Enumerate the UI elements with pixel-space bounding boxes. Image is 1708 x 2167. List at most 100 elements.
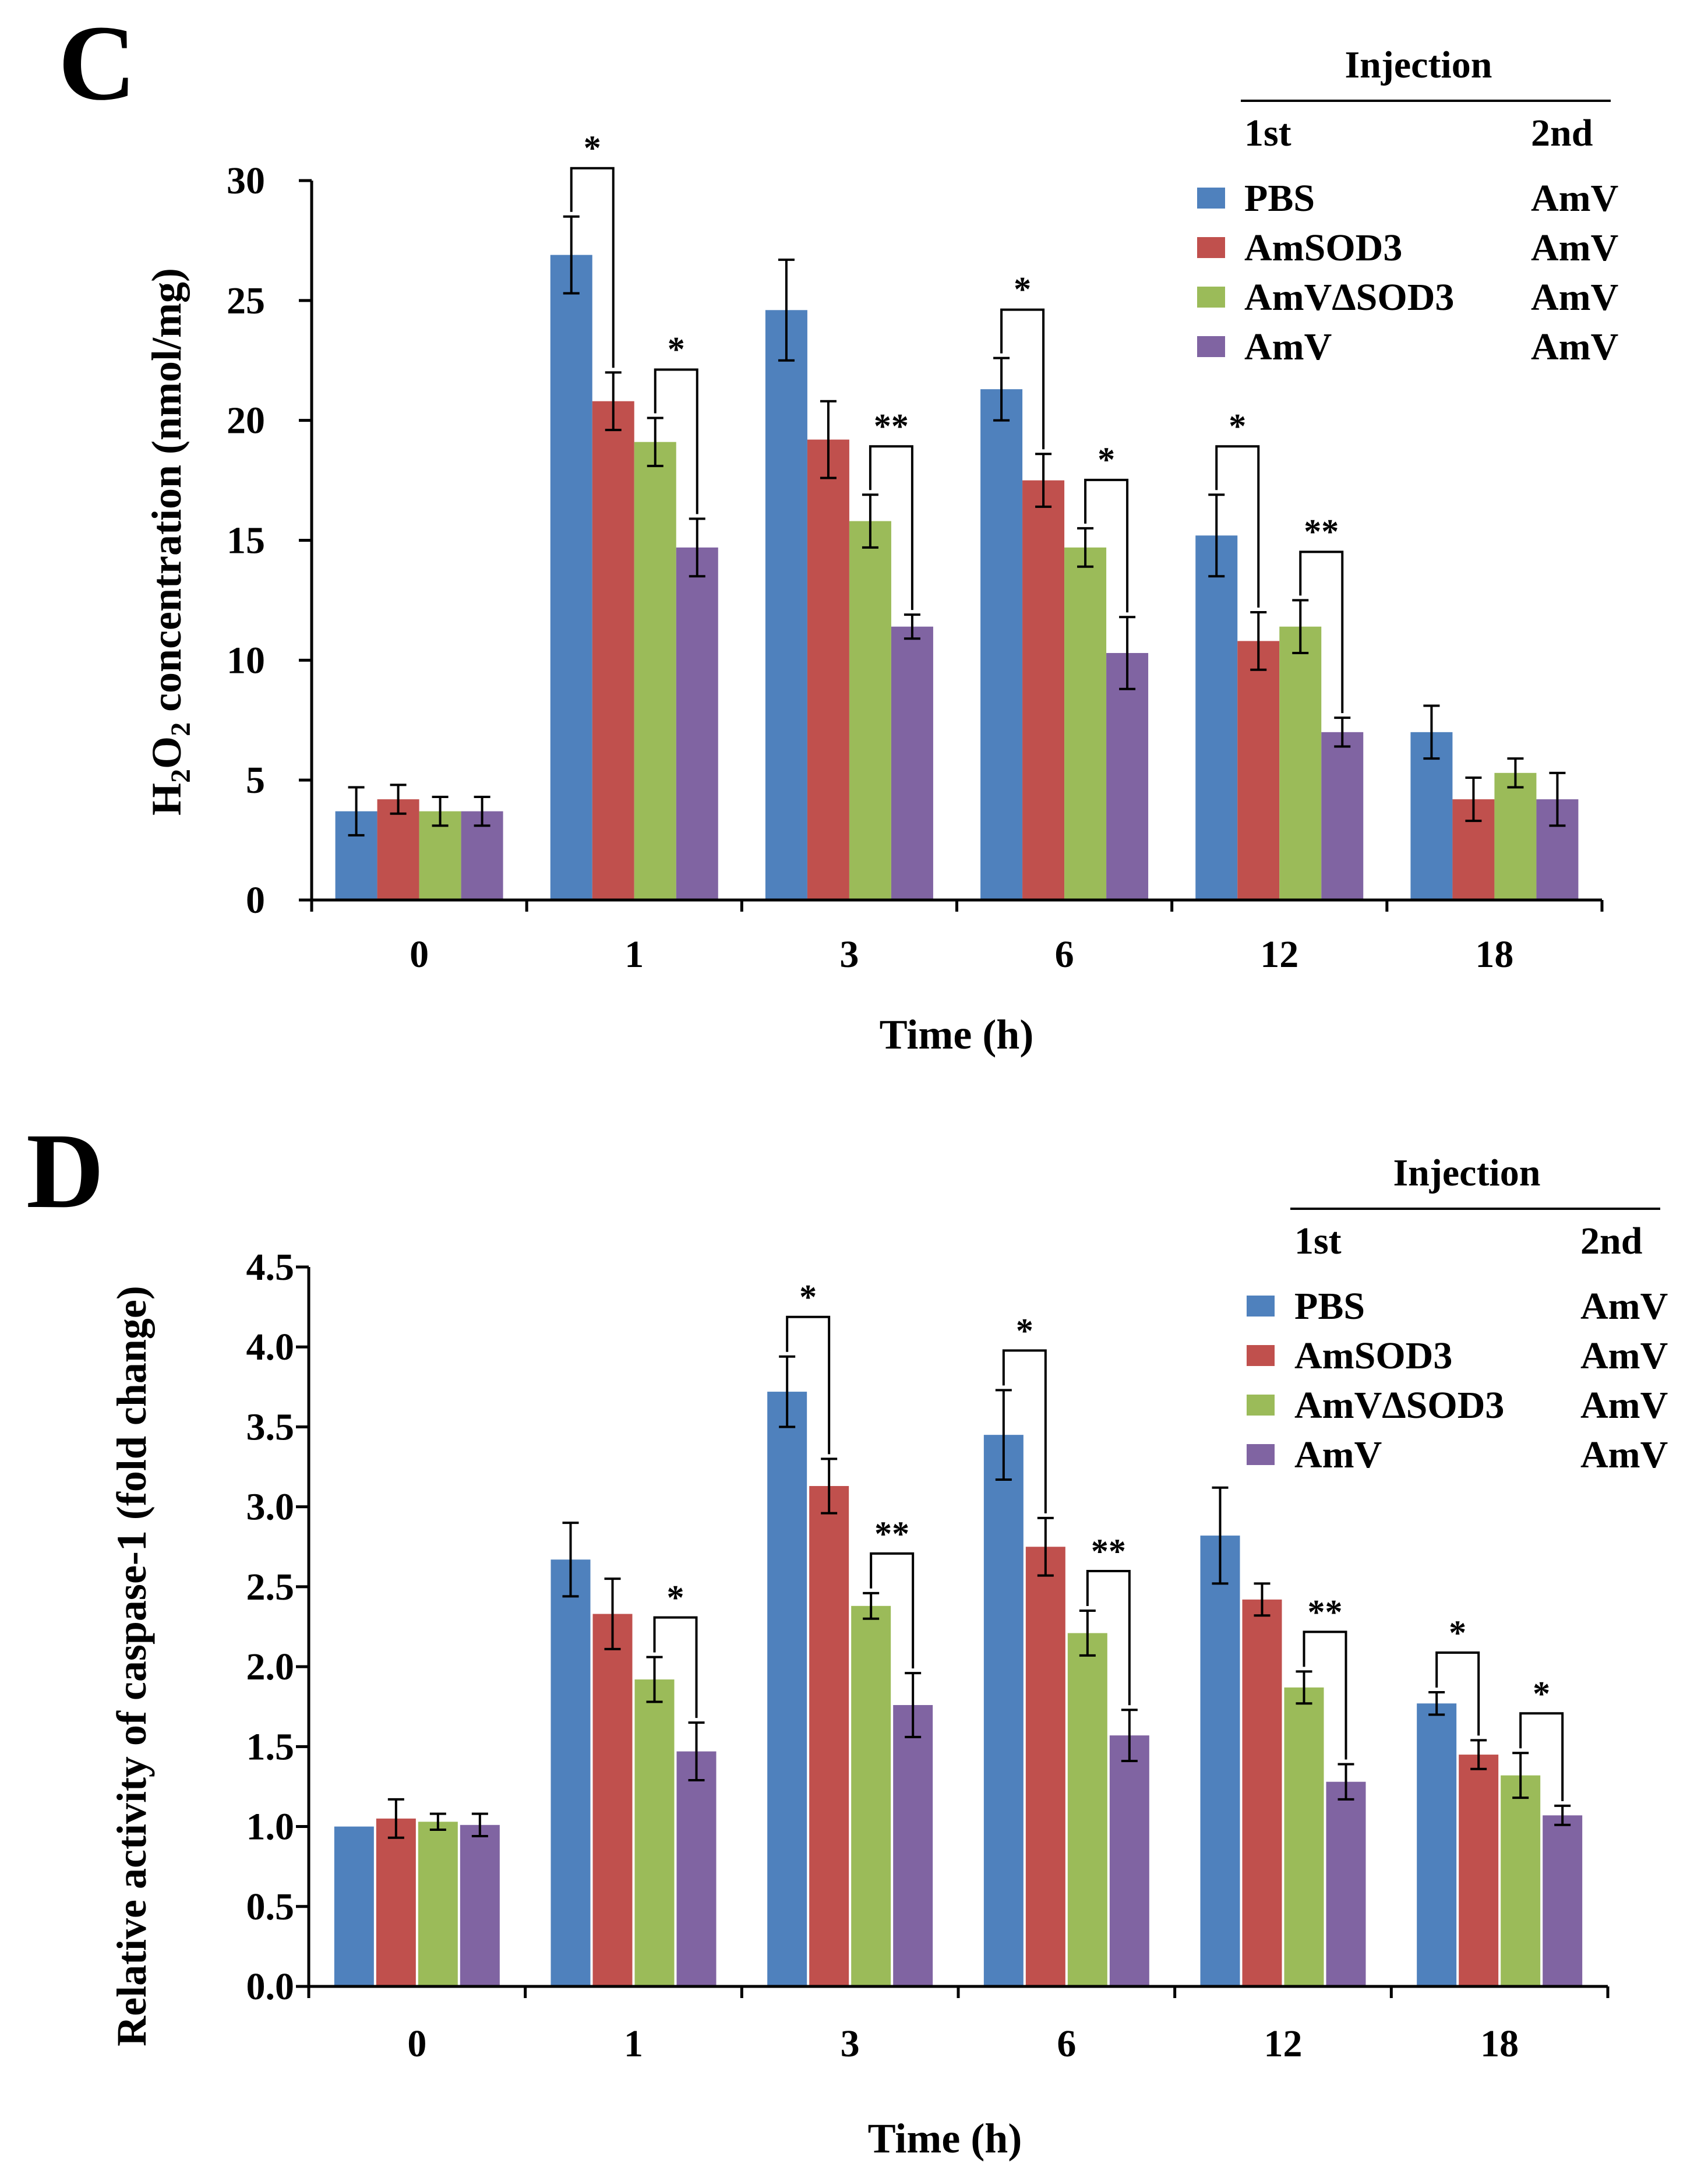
legend-col1-header: 1st (1294, 1220, 1342, 1262)
bar-amv-1 (676, 547, 718, 900)
y-tick-label: 4.0 (246, 1326, 295, 1368)
bar-pbs-3 (765, 310, 807, 900)
error-bar (995, 1389, 1012, 1481)
significance-label: * (584, 129, 601, 167)
error-bar (562, 1522, 579, 1598)
axes (307, 1267, 1608, 1988)
y-tick-label: 30 (227, 160, 265, 202)
bar-amvdsod3-6 (1067, 1633, 1107, 1986)
legend-entry-first: AmVΔSOD3 (1244, 276, 1454, 319)
bar-amv-6 (1106, 652, 1149, 900)
bar-pbs-1 (550, 255, 592, 900)
y-tick-group: 0 5 10 15 20 25 30 (227, 160, 312, 922)
bar-amvdsod3-1 (634, 442, 676, 900)
bar-amv-18 (1543, 1815, 1583, 1986)
bar-amsod3-1 (592, 401, 634, 900)
bar-amvdsod3-18 (1501, 1775, 1541, 1986)
x-tick-group: 0 1 3 6 12 18 (310, 900, 1604, 976)
significance-label: ** (874, 1515, 909, 1553)
significance-bracket (653, 1616, 698, 1718)
error-bar (1119, 616, 1136, 690)
y-axis-title-part: O (143, 736, 190, 769)
legend-entry-first: AmSOD3 (1294, 1335, 1452, 1377)
panel-letter-d: D (26, 1111, 104, 1231)
significance-label: * (799, 1278, 817, 1317)
legend-entry-second: AmV (1580, 1384, 1668, 1427)
error-bar (905, 1672, 922, 1738)
significance-group: *********** (653, 1278, 1564, 1801)
bar-amvdsod3-0 (418, 1822, 458, 1986)
error-bar (1250, 611, 1267, 671)
legend-swatch (1247, 1296, 1275, 1317)
x-tick-label: 1 (624, 2023, 643, 2065)
y-axis-title-part: H (143, 783, 190, 816)
bar-pbs-0 (334, 1826, 374, 1986)
significance-bracket (1086, 1570, 1131, 1706)
significance-label: * (1016, 1311, 1033, 1350)
bar-amvdsod3-12 (1284, 1687, 1324, 1986)
bar-amv-3 (893, 1704, 933, 1986)
bar-amsod3-12 (1237, 641, 1280, 900)
significance-bracket (570, 167, 615, 368)
error-bar (1338, 1763, 1354, 1801)
legend-entry-second: AmV (1531, 227, 1618, 269)
bar-pbs-18 (1410, 732, 1453, 900)
significance-label: * (1449, 1614, 1466, 1652)
error-bar (1035, 453, 1052, 508)
x-tick-label: 3 (841, 2023, 860, 2065)
error-bar (688, 1721, 705, 1781)
bar-amv-0 (460, 1824, 500, 1986)
error-bar (778, 258, 795, 362)
error-bar (1428, 1691, 1445, 1716)
x-tick-label: 18 (1480, 2023, 1519, 2065)
error-bar (1121, 1709, 1138, 1763)
error-bar (348, 786, 365, 837)
bar-pbs-18 (1417, 1703, 1457, 1986)
legend-title: Injection (1345, 44, 1492, 86)
significance-label: * (667, 1579, 684, 1617)
bar-amvdsod3-3 (849, 521, 891, 900)
error-bar (779, 1355, 796, 1428)
bar-amsod3-18 (1459, 1755, 1499, 1986)
y-tick-label: 15 (227, 520, 265, 562)
significance-bracket (786, 1315, 831, 1455)
legend-entry-first: AmV (1244, 326, 1332, 368)
y-tick-group: 0.0 0.5 1.0 1.5 2.0 2.5 3.0 3.5 4.0 4.5 (246, 1246, 309, 2008)
bar-amsod3-12 (1242, 1599, 1282, 1986)
error-bar (390, 783, 407, 815)
error-bar (1334, 717, 1351, 748)
legend-entry-second: AmV (1580, 1285, 1668, 1328)
error-bar (1079, 1610, 1096, 1657)
significance-group: ********* (570, 129, 1344, 714)
legend-title: Injection (1393, 1152, 1541, 1194)
bar-amvdsod3-3 (851, 1605, 891, 1986)
error-bar (863, 1591, 880, 1620)
y-tick-label: 3.5 (246, 1406, 295, 1448)
legend-col1-header: 1st (1244, 112, 1291, 154)
bar-amvdsod3-18 (1494, 772, 1537, 900)
axis-lines (310, 181, 1602, 902)
error-bar (646, 1656, 663, 1703)
bar-pbs-1 (550, 1559, 591, 1986)
y-tick-label: 25 (227, 280, 265, 322)
legend-entry-second: AmV (1580, 1434, 1668, 1476)
significance-bracket (869, 445, 913, 610)
error-bar (1208, 493, 1225, 578)
error-bar (821, 1457, 838, 1515)
bar-group (335, 255, 1579, 900)
error-bar (1212, 1486, 1229, 1585)
y-tick-label: 2.5 (246, 1566, 295, 1608)
significance-label: * (1533, 1674, 1550, 1713)
error-bar (563, 215, 580, 295)
y-axis-title-subscript: 2 (165, 769, 196, 783)
error-bar (1292, 599, 1309, 654)
legend-entry-first: PBS (1294, 1285, 1365, 1328)
error-bar (471, 1812, 488, 1838)
error-bar (904, 613, 920, 640)
bar-amv-12 (1326, 1781, 1366, 1986)
x-tick-label: 6 (1057, 2023, 1076, 2065)
legend-swatch (1197, 188, 1225, 209)
legend: Injection 1st 2nd PBS AmV AmSOD3 AmV AmVΔSOD… (1247, 1152, 1668, 1476)
significance-bracket (1519, 1712, 1564, 1801)
